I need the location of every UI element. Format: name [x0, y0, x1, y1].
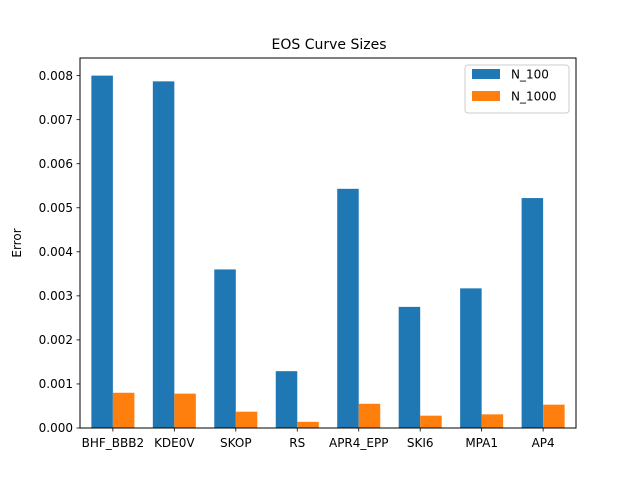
legend-swatch-n-1000 — [472, 91, 500, 101]
bar-n-100-bhf-bbb2 — [91, 75, 113, 429]
x-tick-label: MPA1 — [465, 436, 498, 450]
x-tick-label: SKI6 — [407, 436, 434, 450]
bar-n-1000-kde0v — [174, 393, 196, 428]
x-tick-label: KDE0V — [154, 436, 195, 450]
y-tick-label: 0.005 — [39, 201, 73, 215]
y-axis-label: Error — [10, 228, 24, 257]
x-tick-label: BHF_BBB2 — [82, 436, 145, 450]
y-tick-label: 0.003 — [39, 289, 73, 303]
y-tick-label: 0.004 — [39, 245, 73, 259]
bars-group — [91, 75, 565, 429]
legend-label-n-1000: N_1000 — [511, 90, 557, 104]
chart-title: EOS Curve Sizes — [272, 37, 387, 53]
y-tick-label: 0.000 — [39, 421, 73, 435]
x-tick-label: SKOP — [220, 436, 252, 450]
y-tick-label: 0.006 — [39, 157, 73, 171]
y-tick-label: 0.001 — [39, 377, 73, 391]
bar-n-100-mpa1 — [460, 288, 482, 428]
x-tick-label: AP4 — [532, 436, 555, 450]
bar-n-1000-apr4-epp — [358, 403, 381, 428]
y-tick-label: 0.007 — [39, 113, 73, 127]
bar-n-100-skop — [214, 269, 236, 428]
legend: N_100 N_1000 — [464, 64, 570, 114]
legend-label-n-100: N_100 — [511, 68, 549, 82]
y-axis: 0.000 0.001 0.002 0.003 0.004 0.005 0.006 0.007… — [39, 69, 80, 435]
x-tick-label: RS — [289, 436, 305, 450]
x-axis: BHF_BBB2 KDE0V SKOP RS APR4_EPP SKI6 MPA1 AP4 — [82, 428, 555, 450]
bar-n-1000-bhf-bbb2 — [112, 392, 135, 428]
bar-n-1000-rs — [297, 421, 319, 428]
legend-swatch-n-100 — [472, 69, 500, 79]
y-tick-label: 0.002 — [39, 333, 73, 347]
x-tick-label: APR4_EPP — [329, 436, 388, 450]
bar-n-100-apr4-epp — [337, 188, 359, 428]
bar-n-100-rs — [275, 371, 298, 428]
bar-n-1000-skop — [235, 411, 258, 428]
bar-n-1000-ski6 — [420, 415, 442, 428]
bar-n-100-kde0v — [152, 81, 175, 428]
y-tick-label: 0.008 — [39, 69, 73, 83]
bar-n-100-ap4 — [521, 198, 544, 428]
bar-n-1000-mpa1 — [481, 414, 504, 428]
bar-n-100-ski6 — [398, 306, 421, 428]
plot-frame — [79, 57, 577, 429]
bar-n-1000-ap4 — [543, 404, 565, 428]
